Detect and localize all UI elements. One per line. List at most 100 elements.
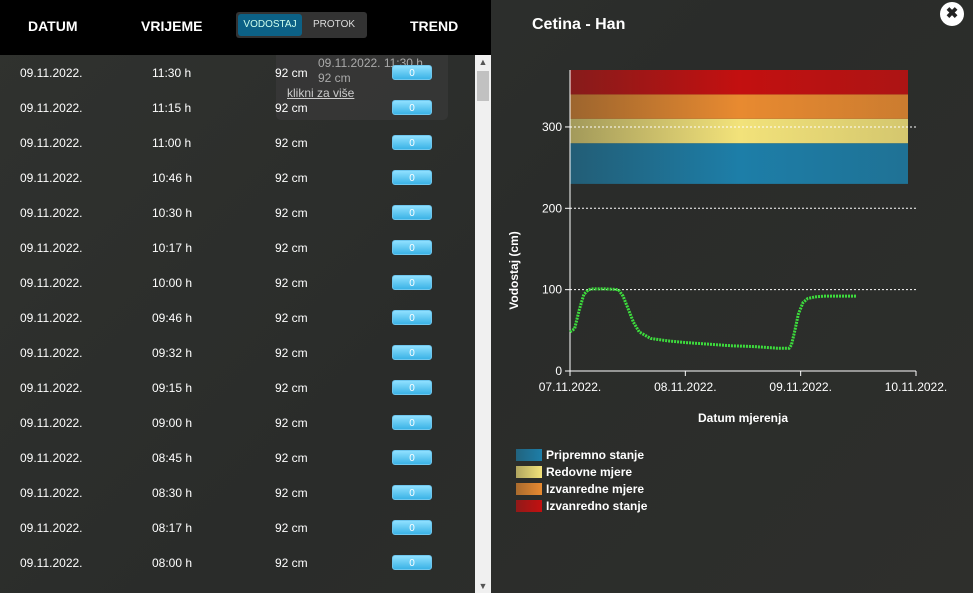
table-row[interactable]: 09.11.2022. 09:46 h 92 cm 0 bbox=[0, 300, 475, 335]
y-axis-label: Vodostaj (cm) bbox=[507, 231, 521, 309]
scroll-down-icon[interactable]: ▼ bbox=[478, 581, 488, 591]
close-button[interactable]: ✖ bbox=[940, 2, 964, 26]
row-date: 09.11.2022. bbox=[20, 101, 83, 115]
row-level: 92 cm bbox=[275, 101, 308, 115]
series-line-vodostaj bbox=[569, 287, 857, 350]
row-time: 09:15 h bbox=[152, 381, 193, 395]
row-level: 92 cm bbox=[275, 276, 308, 290]
row-level: 92 cm bbox=[275, 486, 308, 500]
trend-button[interactable]: 0 bbox=[392, 240, 432, 255]
trend-button[interactable]: 0 bbox=[392, 100, 432, 115]
table-row[interactable]: 09.11.2022. 10:00 h 92 cm 0 bbox=[0, 265, 475, 300]
row-time: 10:00 h bbox=[152, 276, 193, 290]
row-date: 09.11.2022. bbox=[20, 66, 83, 80]
row-time: 09:00 h bbox=[152, 416, 193, 430]
tab-vodostaj[interactable]: VODOSTAJ bbox=[238, 14, 302, 36]
scrollbar-thumb[interactable] bbox=[477, 71, 489, 101]
trend-button[interactable]: 0 bbox=[392, 520, 432, 535]
trend-button[interactable]: 0 bbox=[392, 65, 432, 80]
band-pripremno-stanje bbox=[570, 143, 908, 184]
table-row[interactable]: 09.11.2022. 09:00 h 92 cm 0 bbox=[0, 405, 475, 440]
table-row[interactable]: 09.11.2022. 11:15 h 92 cm 0 bbox=[0, 90, 475, 125]
column-vrijeme: VRIJEME bbox=[141, 18, 203, 34]
measure-toggle: VODOSTAJ PROTOK bbox=[236, 12, 367, 38]
x-tick-label: 07.11.2022. bbox=[539, 380, 602, 394]
legend-item: Izvanredne mjere bbox=[516, 480, 647, 497]
row-date: 09.11.2022. bbox=[20, 416, 83, 430]
tooltip-level: 92 cm bbox=[318, 71, 351, 85]
table-row[interactable]: 09.11.2022. 11:30 h 92 cm 0 bbox=[0, 55, 475, 90]
trend-button[interactable]: 0 bbox=[392, 450, 432, 465]
table-row[interactable]: 09.11.2022. 08:45 h 92 cm 0 bbox=[0, 440, 475, 475]
row-date: 09.11.2022. bbox=[20, 451, 83, 465]
table-header: DATUM VRIJEME VODOSTAJ PROTOK TREND bbox=[0, 0, 491, 55]
row-time: 10:17 h bbox=[152, 241, 193, 255]
row-level: 92 cm bbox=[275, 171, 308, 185]
legend-swatch bbox=[516, 448, 542, 461]
trend-button[interactable]: 0 bbox=[392, 205, 432, 220]
row-time: 09:32 h bbox=[152, 346, 193, 360]
row-date: 09.11.2022. bbox=[20, 556, 83, 570]
trend-button[interactable]: 0 bbox=[392, 135, 432, 150]
trend-button[interactable]: 0 bbox=[392, 310, 432, 325]
x-tick-label: 08.11.2022. bbox=[654, 380, 717, 394]
table-row[interactable]: 09.11.2022. 08:17 h 92 cm 0 bbox=[0, 510, 475, 545]
y-tick-label: 200 bbox=[542, 201, 562, 215]
x-axis-label: Datum mjerenja bbox=[698, 411, 788, 425]
row-time: 09:46 h bbox=[152, 311, 193, 325]
legend-item: Pripremno stanje bbox=[516, 446, 647, 463]
legend-label: Izvanredne mjere bbox=[546, 481, 645, 496]
trend-button[interactable]: 0 bbox=[392, 170, 432, 185]
legend-label: Redovne mjere bbox=[546, 464, 633, 479]
band-redovne-mjere bbox=[570, 118, 908, 144]
table-row[interactable]: 09.11.2022. 11:00 h 92 cm 0 bbox=[0, 125, 475, 160]
table-row[interactable]: 09.11.2022. 08:30 h 92 cm 0 bbox=[0, 475, 475, 510]
legend-label: Izvanredno stanje bbox=[546, 498, 648, 513]
column-trend: TREND bbox=[410, 18, 459, 34]
measurements-panel: DATUM VRIJEME VODOSTAJ PROTOK TREND 09.1… bbox=[0, 0, 491, 593]
row-time: 08:30 h bbox=[152, 486, 193, 500]
row-time: 10:30 h bbox=[152, 206, 193, 220]
chart-panel: Cetina - Han ✖ 0 100 200 300 07.11.2022. 08.1… bbox=[491, 0, 973, 593]
row-level: 92 cm bbox=[275, 451, 308, 465]
y-tick-label: 0 bbox=[555, 364, 562, 378]
scrollbar[interactable]: ▲ ▼ bbox=[475, 55, 491, 593]
table-row[interactable]: 09.11.2022. 10:46 h 92 cm 0 bbox=[0, 160, 475, 195]
y-tick-label: 300 bbox=[542, 120, 562, 134]
row-level: 92 cm bbox=[275, 346, 308, 360]
legend-swatch bbox=[516, 482, 542, 495]
row-level: 92 cm bbox=[275, 66, 308, 80]
trend-button[interactable]: 0 bbox=[392, 380, 432, 395]
table-row[interactable]: 09.11.2022. 10:30 h 92 cm 0 bbox=[0, 195, 475, 230]
trend-button[interactable]: 0 bbox=[392, 415, 432, 430]
table-row[interactable]: 09.11.2022. 10:17 h 92 cm 0 bbox=[0, 230, 475, 265]
table-row[interactable]: 09.11.2022. 09:32 h 92 cm 0 bbox=[0, 335, 475, 370]
table-row[interactable]: 09.11.2022. 08:00 h 92 cm 0 bbox=[0, 545, 475, 580]
row-date: 09.11.2022. bbox=[20, 311, 83, 325]
band-izvanredne-mjere bbox=[570, 94, 908, 119]
y-tick-label: 100 bbox=[542, 283, 562, 297]
trend-button[interactable]: 0 bbox=[392, 275, 432, 290]
chart-legend: Pripremno stanje Redovne mjere Izvanredne … bbox=[516, 446, 647, 514]
tab-protok[interactable]: PROTOK bbox=[312, 19, 356, 30]
band-izvanredno-stanje bbox=[570, 70, 908, 95]
trend-button[interactable]: 0 bbox=[392, 485, 432, 500]
tooltip-more-link[interactable]: klikni za više bbox=[287, 86, 355, 100]
scroll-up-icon[interactable]: ▲ bbox=[478, 57, 488, 67]
legend-swatch bbox=[516, 499, 542, 512]
row-time: 11:15 h bbox=[152, 101, 192, 115]
row-level: 92 cm bbox=[275, 556, 308, 570]
row-level: 92 cm bbox=[275, 521, 308, 535]
table-body: 09.11.2022. 11:30 h 92 cm 0 09.11.2022. 1… bbox=[0, 55, 475, 593]
trend-button[interactable]: 0 bbox=[392, 555, 432, 570]
legend-item: Redovne mjere bbox=[516, 463, 647, 480]
row-time: 11:30 h bbox=[152, 66, 192, 80]
row-date: 09.11.2022. bbox=[20, 521, 83, 535]
trend-button[interactable]: 0 bbox=[392, 345, 432, 360]
row-level: 92 cm bbox=[275, 136, 308, 150]
table-row[interactable]: 09.11.2022. 09:15 h 92 cm 0 bbox=[0, 370, 475, 405]
row-level: 92 cm bbox=[275, 381, 308, 395]
row-date: 09.11.2022. bbox=[20, 171, 83, 185]
row-time: 10:46 h bbox=[152, 171, 193, 185]
x-tick-label: 09.11.2022. bbox=[769, 380, 832, 394]
